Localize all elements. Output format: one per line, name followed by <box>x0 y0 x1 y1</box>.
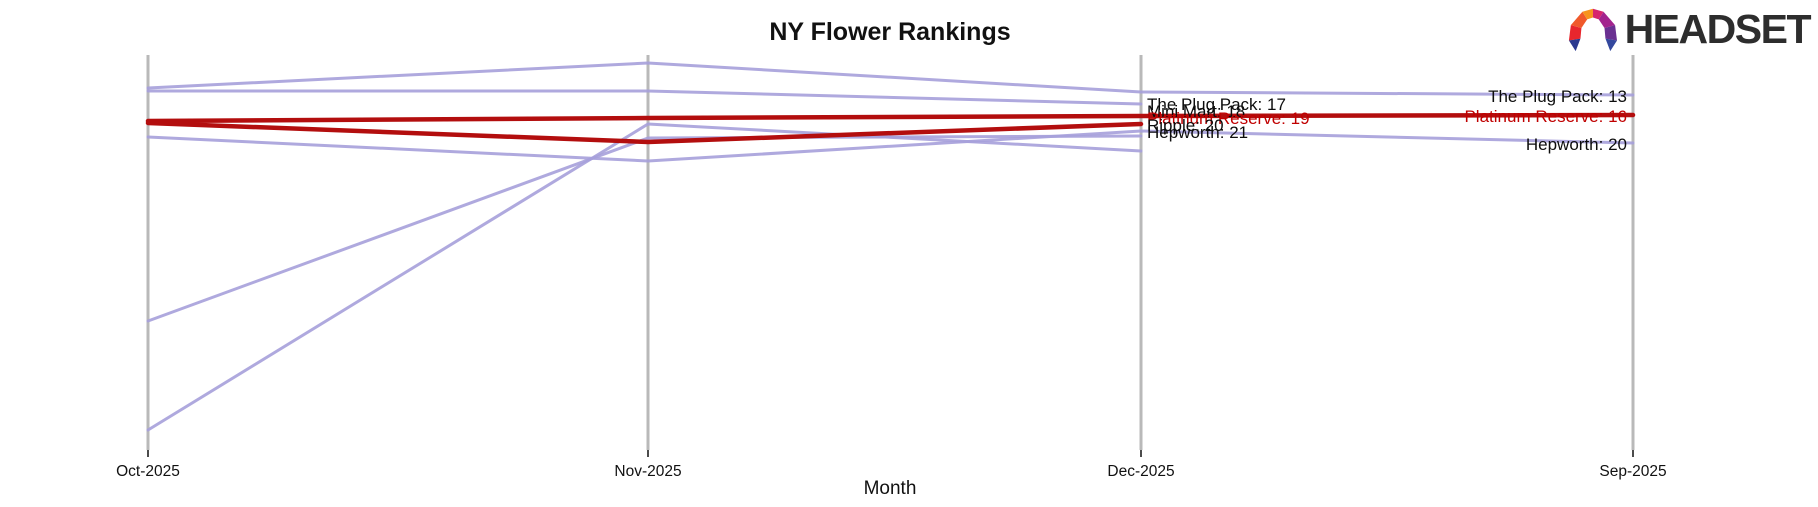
series-end-label: Platinum Reserve: 19 <box>1147 109 1310 128</box>
logo-facet <box>1568 38 1581 52</box>
chart-title: NY Flower Rankings <box>769 18 1011 46</box>
series-line <box>145 120 1144 145</box>
logo-facet <box>1570 11 1587 29</box>
x-axis-title: Month <box>863 478 917 499</box>
x-tick-label: Oct-2025 <box>116 463 180 480</box>
series-end-label: Ripple: 20 <box>1147 116 1224 135</box>
headset-logo-icon <box>1568 8 1617 52</box>
series-end-label: Mini Mart: 18 <box>1147 102 1245 121</box>
logo-facet <box>1605 38 1617 52</box>
series-end-label: The Plug Pack: 17 <box>1147 95 1286 114</box>
logo-facet <box>1598 11 1615 29</box>
series-end-label: Hepworth: 20 <box>1526 135 1627 154</box>
x-tick-label: Nov-2025 <box>614 463 681 480</box>
x-tick-label: Dec-2025 <box>1107 463 1174 480</box>
logo-facet <box>1604 25 1617 41</box>
series-end-label: The Plug Pack: 13 <box>1488 87 1627 106</box>
series-end-label: Hepworth: 21 <box>1147 123 1248 142</box>
logo-facet <box>1592 8 1604 20</box>
series-line <box>146 134 1143 323</box>
series-line <box>146 61 1635 97</box>
x-tick-label: Sep-2025 <box>1599 463 1666 480</box>
headset-logo: HEADSET <box>1563 4 1812 54</box>
series-end-label: Platinum Reserve: 16 <box>1464 107 1627 126</box>
series-line <box>146 89 1143 106</box>
logo-facet <box>1568 25 1582 41</box>
logo-facet <box>1581 8 1593 20</box>
headset-logo-text: HEADSET <box>1624 5 1812 52</box>
series-line <box>145 112 1636 124</box>
series-line <box>146 129 1635 163</box>
series-line <box>146 122 1143 432</box>
